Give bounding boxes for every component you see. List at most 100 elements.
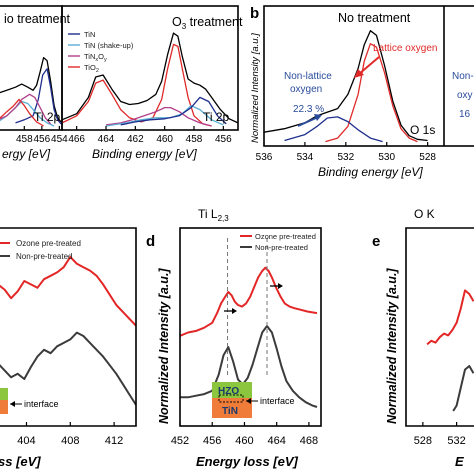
x-tick-label-a-right-4: 458 [186, 134, 203, 145]
series-line-a-left-fit_total [0, 56, 62, 123]
corner-label-a-left: Ti 2p [34, 110, 61, 124]
shift-arrow-head-d-left [232, 308, 237, 314]
x-tick-label-c-1: 408 [61, 435, 79, 447]
x-tick-label-c-0: 404 [17, 435, 35, 447]
peak-shift-arrows-d [224, 283, 283, 314]
arrow-non-lattice [297, 117, 317, 127]
series-line-b-fit_total [264, 30, 428, 142]
series-line-c-non_pre_treated [0, 331, 136, 406]
x-tick-label-c-2: 412 [105, 435, 123, 447]
inset-c-pointer-head [10, 401, 15, 407]
annotation-non-lattice-line2: oxygen [290, 84, 322, 95]
x-tick-label-a-right-5: 456 [215, 134, 232, 145]
corner-label-b: O 1s [410, 123, 435, 137]
x-tick-label-b-3: 530 [378, 152, 395, 163]
series-line-a-left-TiN [15, 68, 62, 125]
x-axis-label-a-left: ergy [eV] [2, 147, 51, 161]
x-tick-label-b-0: 536 [256, 152, 273, 163]
panel-e: e O K 528 532 E Normalized Intensity [a.u… [372, 207, 474, 469]
panel-a-right: O3 treatment TiN TiN (shake-up) TiNxOy T… [61, 5, 243, 161]
inset-d-pointer-head [246, 398, 251, 404]
plot-area-a-right [62, 32, 238, 127]
x-ticks-a-left: 458 456 454 [16, 126, 68, 145]
arrow-head-lattice-oxygen [354, 69, 364, 78]
inset-d-interface-label: interface [260, 396, 295, 406]
panel-c: Ozone pre-treated Non-pre-treated interf… [0, 227, 137, 469]
legend-label-d-non: Non-pre-treated [255, 243, 308, 252]
frame-a-right [61, 5, 239, 131]
legend-a-right: TiN TiN (shake-up) TiNxOy TiO2 [68, 30, 134, 74]
x-tick-label-d-4: 468 [300, 435, 318, 447]
y-axis-label-d: Normalized Intensity [a.u.] [157, 268, 171, 424]
title-a-right: O3 treatment [172, 15, 243, 31]
x-axis-label-a-right: Binding energy [eV] [92, 147, 197, 161]
panel-d: d Ti L2,3 Ozone pre-treated Non-pre-trea… [146, 207, 322, 469]
x-axis-label-d: Energy loss [eV] [196, 454, 299, 469]
reference-lines-d [227, 238, 268, 376]
x-tick-label-a-left-1: 456 [33, 134, 50, 145]
inset-d: HZO TiN interface [212, 382, 295, 418]
series-line-a-right-TiNxOy [105, 106, 212, 127]
panel-letter-d: d [146, 233, 155, 250]
frame-d [179, 227, 322, 427]
x-axis-label-c: ss [eV] [0, 454, 41, 469]
panel-letter-b: b [250, 5, 259, 22]
series-line-d-ozone_pre_treated [180, 266, 318, 337]
title-a-left: io treatment [4, 12, 71, 26]
axes-e [405, 227, 474, 427]
annotation-cropped-2: oxy [457, 90, 473, 101]
x-tick-label-e-1: 532 [447, 435, 465, 447]
title-b: No treatment [338, 11, 411, 25]
series-line-e-non_pre_treated [452, 365, 474, 412]
x-tick-label-d-0: 452 [171, 435, 189, 447]
x-tick-label-a-left-0: 458 [16, 134, 33, 145]
inset-c-green-layer [0, 388, 8, 400]
legend-c: Ozone pre-treated Non-pre-treated [0, 239, 81, 261]
x-tick-label-a-right-1: 464 [98, 134, 115, 145]
inset-c: interface [0, 388, 59, 414]
arrow-head-non-lattice [314, 114, 322, 121]
series-line-a-left-TiNxOy [0, 93, 52, 125]
axes-c [0, 227, 137, 427]
panel-a-left: io treatment Ti 2p 458 456 454 ergy [eV] [0, 5, 71, 161]
x-axis-label-b: Binding energy [eV] [318, 165, 423, 179]
x-tick-label-a-right-2: 462 [127, 134, 144, 145]
x-tick-label-d-1: 456 [203, 435, 221, 447]
panel-letter-e: e [372, 233, 380, 250]
y-axis-label-b: Normalized Intensity [a.u.] [250, 33, 261, 143]
x-ticks-b: 536 534 532 530 528 [256, 142, 436, 163]
x-ticks-c: 404 408 412 [17, 422, 123, 447]
x-tick-label-b-1: 534 [297, 152, 314, 163]
legend-label-d-ozone: Ozone pre-treated [255, 232, 316, 241]
title-d: Ti L2,3 [198, 207, 229, 223]
plot-area-c [0, 255, 136, 406]
annotation-cropped-3: 16 [459, 109, 471, 120]
legend-label-c-non: Non-pre-treated [16, 252, 72, 261]
x-ticks-e: 528 532 [414, 422, 466, 447]
inset-d-interface-box [218, 394, 244, 403]
title-e: O K [414, 207, 435, 221]
x-tick-label-b-2: 532 [337, 152, 354, 163]
series-line-a-left-TiO2 [0, 98, 44, 127]
x-ticks-a-right: 466 464 462 460 458 456 [68, 126, 232, 145]
series-line-b-TiN [284, 116, 383, 143]
shift-arrow-head-d-right [278, 283, 283, 289]
annotation-cropped-1: Non-l [452, 71, 474, 82]
annotation-non-lattice-line1: Non-lattice [284, 71, 332, 82]
legend-label-tin-shakeup: TiN (shake-up) [84, 41, 134, 50]
plot-area-b [264, 30, 428, 143]
series-line-c-ozone_pre_treated [0, 255, 136, 327]
inset-d-tin-label: TiN [222, 406, 238, 417]
x-tick-label-d-3: 464 [268, 435, 286, 447]
plot-area-e [426, 289, 474, 412]
panel-b: b No treatment Lattice oxygen Non-lattic… [250, 5, 474, 179]
legend-label-c-ozone: Ozone pre-treated [16, 239, 81, 248]
series-line-a-right-TiN [120, 96, 227, 126]
inset-d-tin-layer [212, 398, 252, 418]
annotation-non-lattice-percent: 22.3 % [293, 104, 324, 115]
x-ticks-d: 452 456 460 464 468 [171, 422, 318, 447]
x-axis-label-e: E [455, 454, 464, 469]
x-tick-label-e-0: 528 [414, 435, 432, 447]
x-tick-label-a-right-0: 466 [68, 134, 85, 145]
